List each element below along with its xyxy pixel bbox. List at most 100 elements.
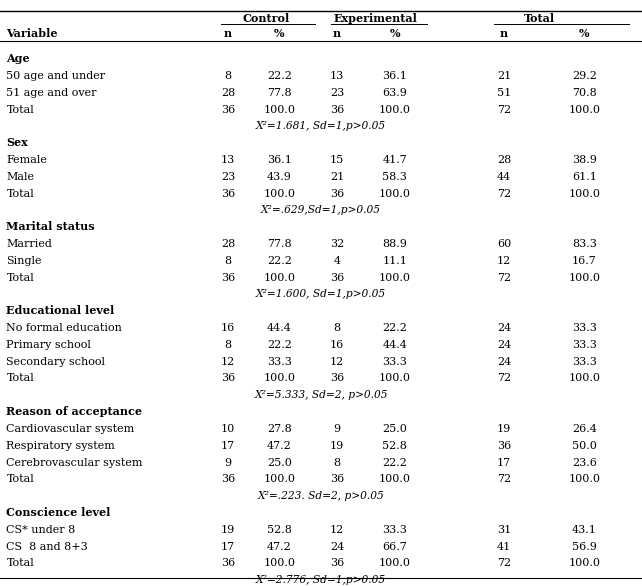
Text: n: n bbox=[333, 29, 341, 39]
Text: 24: 24 bbox=[497, 340, 511, 350]
Text: 66.7: 66.7 bbox=[383, 541, 407, 551]
Text: n: n bbox=[500, 29, 508, 39]
Text: Single: Single bbox=[6, 256, 42, 266]
Text: 24: 24 bbox=[497, 357, 511, 367]
Text: Total: Total bbox=[6, 189, 34, 199]
Text: 16: 16 bbox=[330, 340, 344, 350]
Text: 77.8: 77.8 bbox=[267, 239, 291, 249]
Text: 9: 9 bbox=[224, 458, 232, 468]
Text: 36: 36 bbox=[330, 189, 344, 199]
Text: 9: 9 bbox=[333, 424, 341, 434]
Text: 32: 32 bbox=[330, 239, 344, 249]
Text: 21: 21 bbox=[497, 71, 511, 81]
Text: 22.2: 22.2 bbox=[267, 71, 291, 81]
Text: 13: 13 bbox=[330, 71, 344, 81]
Text: 25.0: 25.0 bbox=[267, 458, 291, 468]
Text: 15: 15 bbox=[330, 155, 344, 165]
Text: Educational level: Educational level bbox=[6, 305, 115, 316]
Text: 58.3: 58.3 bbox=[383, 172, 407, 182]
Text: 47.2: 47.2 bbox=[267, 441, 291, 451]
Text: 12: 12 bbox=[330, 524, 344, 535]
Text: 22.2: 22.2 bbox=[267, 340, 291, 350]
Text: 41.7: 41.7 bbox=[383, 155, 407, 165]
Text: 44: 44 bbox=[497, 172, 511, 182]
Text: X²=1.681, Sd=1,p>0.05: X²=1.681, Sd=1,p>0.05 bbox=[256, 121, 386, 131]
Text: 33.3: 33.3 bbox=[267, 357, 291, 367]
Text: 8: 8 bbox=[333, 323, 341, 333]
Text: 43.1: 43.1 bbox=[572, 524, 596, 535]
Text: 31: 31 bbox=[497, 524, 511, 535]
Text: 44.4: 44.4 bbox=[383, 340, 407, 350]
Text: 51 age and over: 51 age and over bbox=[6, 88, 97, 98]
Text: 100.0: 100.0 bbox=[379, 189, 411, 199]
Text: CS* under 8: CS* under 8 bbox=[6, 524, 76, 535]
Text: 70.8: 70.8 bbox=[572, 88, 596, 98]
Text: Age: Age bbox=[6, 53, 30, 64]
Text: 72: 72 bbox=[497, 558, 511, 568]
Text: 17: 17 bbox=[221, 441, 235, 451]
Text: 52.8: 52.8 bbox=[383, 441, 407, 451]
Text: 28: 28 bbox=[221, 239, 235, 249]
Text: 23.6: 23.6 bbox=[572, 458, 596, 468]
Text: 100.0: 100.0 bbox=[379, 373, 411, 383]
Text: Sex: Sex bbox=[6, 137, 28, 148]
Text: 33.3: 33.3 bbox=[383, 524, 407, 535]
Text: X²=1.600, Sd=1,p>0.05: X²=1.600, Sd=1,p>0.05 bbox=[256, 289, 386, 299]
Text: 72: 72 bbox=[497, 474, 511, 484]
Text: 51: 51 bbox=[497, 88, 511, 98]
Text: n: n bbox=[224, 29, 232, 39]
Text: 100.0: 100.0 bbox=[568, 373, 600, 383]
Text: 22.2: 22.2 bbox=[267, 256, 291, 266]
Text: 100.0: 100.0 bbox=[379, 474, 411, 484]
Text: 100.0: 100.0 bbox=[568, 474, 600, 484]
Text: 21: 21 bbox=[330, 172, 344, 182]
Text: Conscience level: Conscience level bbox=[6, 506, 111, 517]
Text: 36: 36 bbox=[497, 441, 511, 451]
Text: 72: 72 bbox=[497, 105, 511, 115]
Text: 33.3: 33.3 bbox=[383, 357, 407, 367]
Text: 33.3: 33.3 bbox=[572, 323, 596, 333]
Text: 8: 8 bbox=[224, 71, 232, 81]
Text: 29.2: 29.2 bbox=[572, 71, 596, 81]
Text: Variable: Variable bbox=[6, 29, 58, 39]
Text: CS  8 and 8+3: CS 8 and 8+3 bbox=[6, 541, 88, 551]
Text: 47.2: 47.2 bbox=[267, 541, 291, 551]
Text: 8: 8 bbox=[224, 340, 232, 350]
Text: 8: 8 bbox=[224, 256, 232, 266]
Text: 28: 28 bbox=[497, 155, 511, 165]
Text: 23: 23 bbox=[221, 172, 235, 182]
Text: 17: 17 bbox=[497, 458, 511, 468]
Text: 36: 36 bbox=[221, 373, 235, 383]
Text: No formal education: No formal education bbox=[6, 323, 122, 333]
Text: 19: 19 bbox=[221, 524, 235, 535]
Text: 100.0: 100.0 bbox=[379, 105, 411, 115]
Text: 61.1: 61.1 bbox=[572, 172, 596, 182]
Text: Total: Total bbox=[6, 558, 34, 568]
Text: 36: 36 bbox=[221, 558, 235, 568]
Text: 24: 24 bbox=[330, 541, 344, 551]
Text: 100.0: 100.0 bbox=[263, 105, 295, 115]
Text: 100.0: 100.0 bbox=[263, 272, 295, 282]
Text: 36: 36 bbox=[221, 189, 235, 199]
Text: 33.3: 33.3 bbox=[572, 357, 596, 367]
Text: 36.1: 36.1 bbox=[383, 71, 407, 81]
Text: 100.0: 100.0 bbox=[263, 558, 295, 568]
Text: Total: Total bbox=[6, 474, 34, 484]
Text: Total: Total bbox=[524, 12, 555, 23]
Text: 36: 36 bbox=[330, 558, 344, 568]
Text: 100.0: 100.0 bbox=[379, 272, 411, 282]
Text: 36: 36 bbox=[330, 105, 344, 115]
Text: 22.2: 22.2 bbox=[383, 458, 407, 468]
Text: 72: 72 bbox=[497, 272, 511, 282]
Text: 100.0: 100.0 bbox=[263, 373, 295, 383]
Text: %: % bbox=[274, 29, 284, 39]
Text: 83.3: 83.3 bbox=[572, 239, 596, 249]
Text: Total: Total bbox=[6, 272, 34, 282]
Text: Secondary school: Secondary school bbox=[6, 357, 105, 367]
Text: 36: 36 bbox=[330, 373, 344, 383]
Text: 100.0: 100.0 bbox=[263, 474, 295, 484]
Text: 19: 19 bbox=[497, 424, 511, 434]
Text: 24: 24 bbox=[497, 323, 511, 333]
Text: X²=.223. Sd=2, p>0.05: X²=.223. Sd=2, p>0.05 bbox=[257, 491, 385, 501]
Text: X²=.629,Sd=1,p>0.05: X²=.629,Sd=1,p>0.05 bbox=[261, 206, 381, 216]
